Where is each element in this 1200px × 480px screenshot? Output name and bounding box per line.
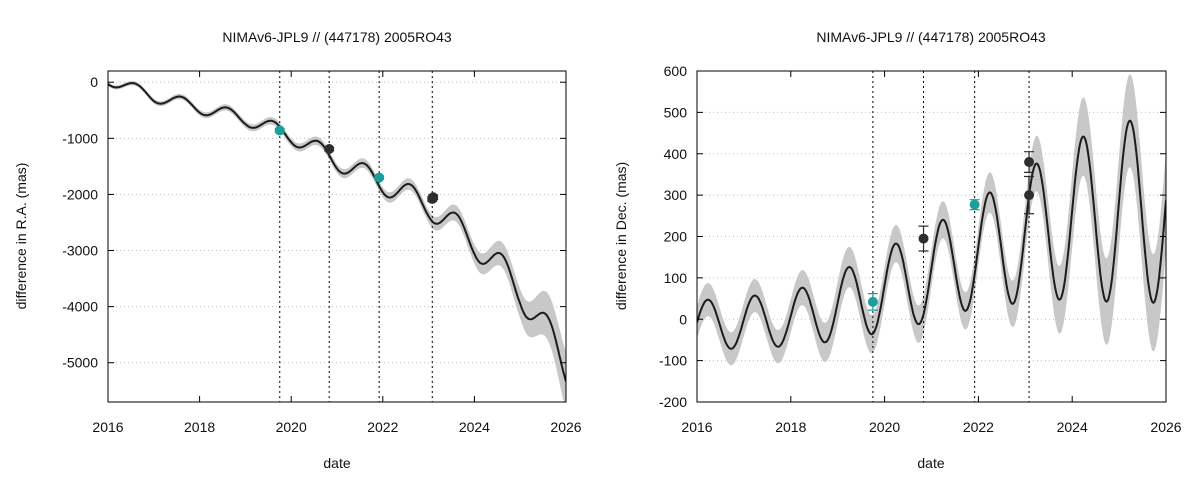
dec-data-point — [918, 233, 929, 244]
dec-y-tick-label: 400 — [664, 146, 688, 162]
dec-model-line — [697, 119, 1166, 350]
dec-y-tick-label: 0 — [679, 311, 687, 327]
ra-vertical-lines — [279, 71, 433, 402]
ra-x-tick-label: 2026 — [550, 419, 581, 435]
dec-data-point — [1024, 190, 1035, 201]
dec-y-tick-label: -200 — [659, 394, 687, 410]
dec-panel: NIMAv6-JPL9 // (447178) 2005RO43 -200 -10… — [613, 29, 1182, 471]
dec-x-tick-label: 2018 — [775, 419, 806, 435]
ra-plot-frame — [107, 70, 567, 403]
dec-y-tick-label: 100 — [664, 270, 688, 286]
dec-x-tick-label: 2020 — [869, 419, 900, 435]
ra-panel: NIMAv6-JPL9 // (447178) 2005RO43 0 -1000 -… — [13, 29, 582, 471]
ra-y-tick-label: -5000 — [62, 355, 98, 371]
dec-x-tick-label: 2026 — [1150, 419, 1181, 435]
ra-observations — [274, 125, 439, 204]
ra-band-area — [108, 80, 566, 402]
ra-y-tick-label: -3000 — [62, 243, 98, 259]
ra-x-tick-label: 2016 — [92, 419, 123, 435]
dec-chart-title: NIMAv6-JPL9 // (447178) 2005RO43 — [816, 29, 1046, 45]
ra-x-tick-label: 2018 — [184, 419, 215, 435]
ra-y-tick-label: -4000 — [62, 299, 98, 315]
ra-data-point — [428, 192, 439, 203]
ra-y-tick-label: -2000 — [62, 186, 98, 202]
ra-data-point — [324, 143, 335, 154]
dec-x-ticks: 2016 2018 2020 2022 2024 2026 — [681, 71, 1182, 435]
dec-data-point — [1024, 157, 1035, 168]
ra-chart-title: NIMAv6-JPL9 // (447178) 2005RO43 — [222, 29, 452, 45]
ra-data-point — [274, 125, 285, 136]
dec-x-tick-label: 2024 — [1057, 419, 1088, 435]
dec-x-tick-label: 2016 — [681, 419, 712, 435]
ra-x-axis-label: date — [323, 455, 350, 471]
ra-model-line — [108, 82, 566, 382]
ra-model-curve — [108, 82, 566, 382]
dec-y-tick-label: 300 — [664, 187, 688, 203]
dec-x-axis-label: date — [917, 455, 944, 471]
dec-y-tick-label: 500 — [664, 104, 688, 120]
dec-data-point — [969, 199, 980, 210]
dec-y-tick-label: 200 — [664, 229, 688, 245]
dec-model-curve — [697, 119, 1166, 350]
ra-x-tick-label: 2024 — [459, 419, 490, 435]
ra-data-point — [374, 172, 385, 183]
ra-x-tick-label: 2020 — [276, 419, 307, 435]
dec-observations — [867, 151, 1035, 311]
ra-y-axis-label: difference in R.A. (mas) — [13, 163, 29, 310]
dec-y-ticks: -200 -100 0 100 200 300 400 500 600 — [659, 63, 1166, 410]
ra-y-ticks: 0 -1000 -2000 -3000 -4000 -5000 — [62, 74, 566, 371]
dec-y-axis-label: difference in Dec. (mas) — [613, 162, 629, 310]
dec-y-tick-label: -100 — [659, 353, 687, 369]
ra-x-ticks: 2016 2018 2020 2022 2024 2026 — [92, 71, 582, 435]
ra-y-tick-label: -1000 — [62, 130, 98, 146]
ra-uncertainty-band — [108, 80, 566, 402]
dec-y-tick-label: 600 — [664, 63, 688, 79]
dec-data-point — [867, 296, 878, 307]
dec-x-tick-label: 2022 — [963, 419, 994, 435]
ra-x-tick-label: 2022 — [367, 419, 398, 435]
ra-gridlines — [108, 81, 566, 364]
ra-y-tick-label: 0 — [90, 74, 98, 90]
